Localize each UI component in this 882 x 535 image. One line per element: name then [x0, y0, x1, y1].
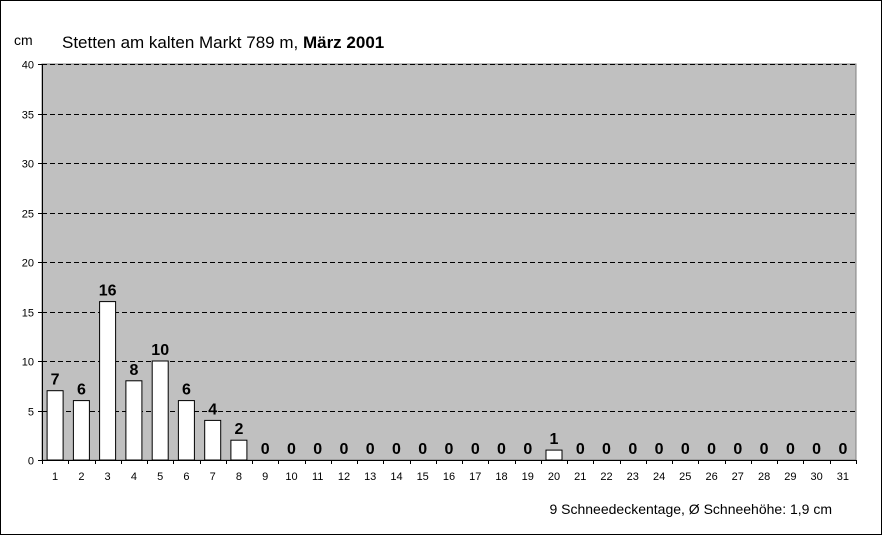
data-label-day-24: 0: [655, 441, 664, 458]
chart-title-station: Stetten am kalten Markt 789 m,: [62, 33, 303, 52]
x-tick-label: 25: [679, 471, 691, 483]
x-tick-label: 6: [183, 471, 189, 483]
data-label-day-27: 0: [733, 441, 742, 458]
data-label-day-20: 1: [550, 431, 559, 448]
data-label-day-25: 0: [681, 441, 690, 458]
x-tick-label: 26: [705, 471, 717, 483]
x-tick-label: 9: [262, 471, 268, 483]
x-tick-label: 5: [157, 471, 163, 483]
data-label-day-6: 6: [182, 382, 191, 399]
data-label-day-4: 8: [129, 362, 138, 379]
y-tick-label: 15: [22, 308, 34, 320]
y-tick-label: 25: [22, 209, 34, 221]
y-tick-label: 20: [22, 258, 34, 270]
bar-day-8: [230, 439, 248, 461]
data-label-day-1: 7: [51, 372, 60, 389]
bar-day-5: [151, 360, 169, 461]
x-tick-label: 10: [285, 471, 297, 483]
x-tick-label: 30: [810, 471, 822, 483]
x-tick-label: 1: [52, 471, 58, 483]
y-tick-label: 0: [28, 456, 34, 468]
y-tick-label: 35: [22, 110, 34, 122]
x-tick-label: 4: [131, 471, 137, 483]
bar-day-4: [125, 380, 143, 461]
data-label-day-7: 4: [208, 401, 217, 418]
x-tick-label: 12: [338, 471, 350, 483]
data-label-day-23: 0: [628, 441, 637, 458]
data-label-day-21: 0: [576, 441, 585, 458]
x-tick-label: 28: [758, 471, 770, 483]
bar-day-7: [204, 419, 222, 461]
plot-area: 0510152025303540172631648510667482901001…: [22, 60, 857, 483]
bar-day-2: [72, 400, 90, 461]
data-label-day-10: 0: [287, 441, 296, 458]
data-label-day-26: 0: [707, 441, 716, 458]
chart-footer-summary: 9 Schneedeckentage, Ø Schneehöhe: 1,9 cm: [549, 501, 832, 517]
x-tick-label: 31: [837, 471, 849, 483]
x-tick-label: 17: [469, 471, 481, 483]
data-label-day-22: 0: [602, 441, 611, 458]
x-tick-label: 29: [784, 471, 796, 483]
data-label-day-18: 0: [497, 441, 506, 458]
x-tick-label: 27: [732, 471, 744, 483]
x-tick-label: 24: [653, 471, 665, 483]
x-tick-label: 20: [548, 471, 560, 483]
chart-title: Stetten am kalten Markt 789 m, März 2001: [62, 33, 384, 52]
x-tick-label: 18: [495, 471, 507, 483]
x-tick-label: 14: [390, 471, 402, 483]
data-label-day-15: 0: [418, 441, 427, 458]
x-tick-label: 2: [78, 471, 84, 483]
x-tick-label: 7: [210, 471, 216, 483]
chart-title-month: März 2001: [303, 33, 384, 52]
x-tick-label: 15: [417, 471, 429, 483]
data-label-day-28: 0: [760, 441, 769, 458]
y-tick-label: 5: [28, 407, 34, 419]
data-label-day-17: 0: [471, 441, 480, 458]
plot-background: [41, 63, 857, 461]
data-label-day-13: 0: [366, 441, 375, 458]
data-label-day-12: 0: [340, 441, 349, 458]
data-label-day-19: 0: [523, 441, 532, 458]
y-tick-label: 40: [22, 60, 34, 72]
x-tick-label: 8: [236, 471, 242, 483]
data-label-day-14: 0: [392, 441, 401, 458]
data-label-day-31: 0: [838, 441, 847, 458]
x-tick-label: 16: [443, 471, 455, 483]
data-label-day-5: 10: [151, 342, 169, 359]
data-label-day-29: 0: [786, 441, 795, 458]
bar-day-3: [99, 301, 117, 461]
x-tick-label: 21: [574, 471, 586, 483]
bar-day-6: [177, 400, 195, 461]
data-label-day-2: 6: [77, 382, 86, 399]
y-tick-label: 30: [22, 159, 34, 171]
bar-day-1: [46, 390, 64, 461]
bar-day-20: [545, 449, 563, 461]
x-tick-label: 23: [627, 471, 639, 483]
x-tick-label: 19: [522, 471, 534, 483]
data-label-day-8: 2: [234, 421, 243, 438]
data-label-day-16: 0: [445, 441, 454, 458]
y-axis-unit-label: cm: [14, 32, 33, 48]
data-label-day-9: 0: [261, 441, 270, 458]
data-label-day-30: 0: [812, 441, 821, 458]
data-label-day-3: 16: [99, 283, 117, 300]
y-tick-label: 10: [22, 357, 34, 369]
x-tick-label: 13: [364, 471, 376, 483]
data-label-day-11: 0: [313, 441, 322, 458]
x-tick-label: 11: [312, 471, 323, 483]
x-tick-label: 22: [600, 471, 612, 483]
x-tick-label: 3: [105, 471, 111, 483]
